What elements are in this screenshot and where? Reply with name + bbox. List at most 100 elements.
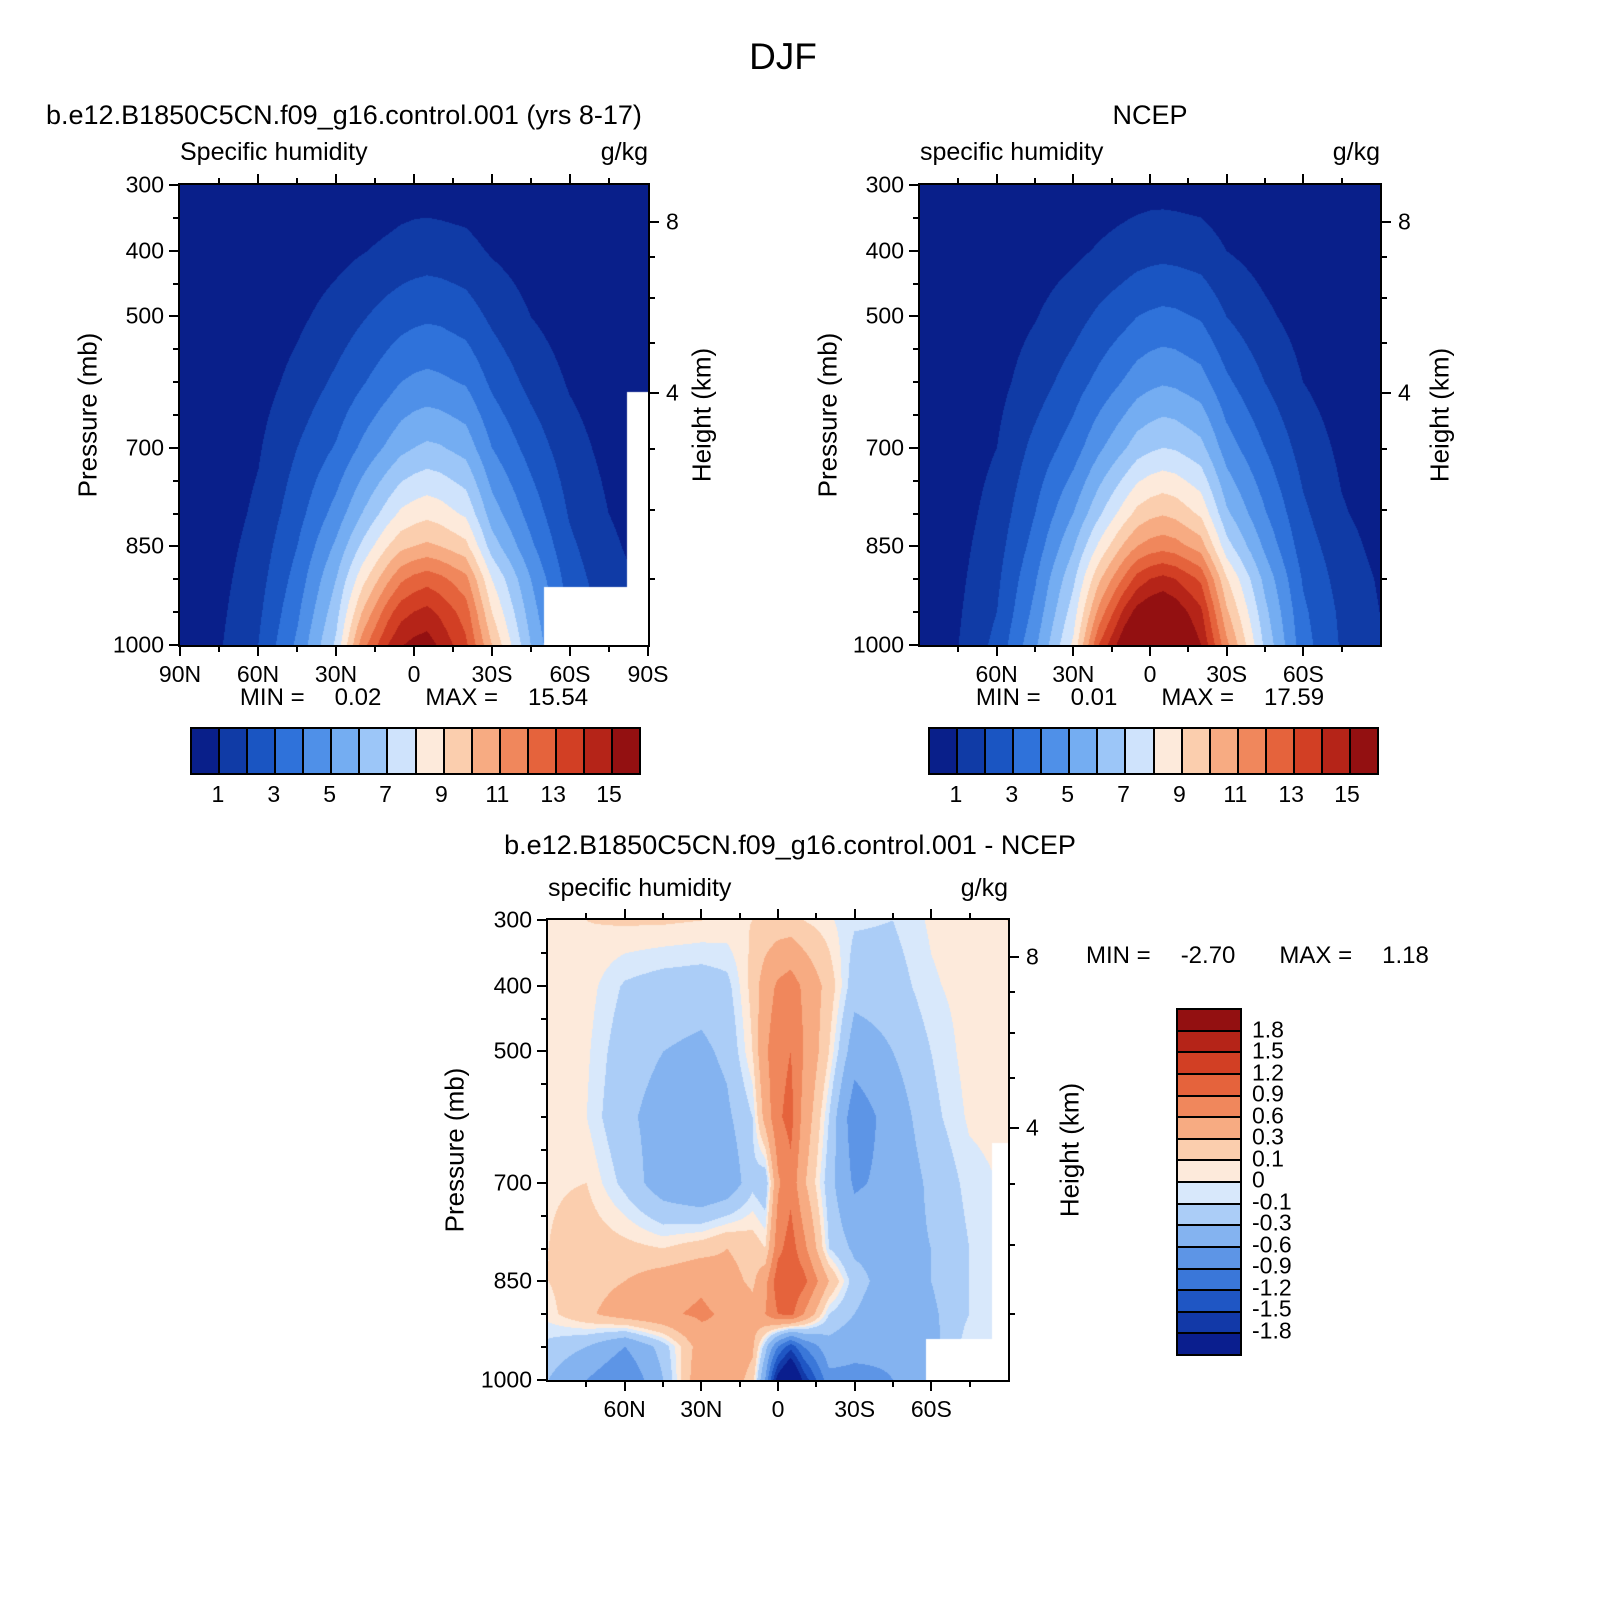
x-minor-tick [957,647,960,652]
top-tick [452,178,454,183]
panel-difference-units-label: g/kg [960,874,1008,902]
height-tick [1010,1126,1019,1129]
panel-ncep-title: NCEP [1112,100,1188,130]
top-tick [995,174,998,183]
min-value: 0.02 [334,684,382,711]
x-tick [413,647,415,656]
figure-title: DJF [749,36,817,77]
height-tick-label: 4 [1026,1114,1039,1141]
y-tick-label: 300 [865,171,904,198]
colorbar-label: -0.3 [1252,1209,1292,1236]
top-tick [413,174,415,183]
height-tick-label: 4 [1398,379,1411,406]
panel-model-title: b.e12.B1850C5CN.f09_g16.control.001 (yrs… [46,100,642,130]
colorbar-label: 3 [1005,781,1019,807]
y-minor-tick [173,348,178,351]
top-tick [257,174,259,183]
y-tick-label: 850 [493,1267,532,1294]
colorbar-label: 1.8 [1252,1016,1284,1042]
y-tick-label: 400 [493,972,532,999]
colorbar-label: 13 [540,781,566,807]
x-tick [995,647,998,656]
y-tick-label: 500 [125,302,164,329]
top-tick [1110,178,1113,183]
colorbar-label: 0.3 [1252,1123,1284,1150]
height-tick [650,256,655,259]
colorbar-cell [1348,729,1377,773]
top-tick [815,913,818,918]
colorbar-cell [192,729,219,773]
y-tick-label: 700 [865,434,904,461]
top-tick [1302,174,1305,183]
colorbar-cell [526,729,555,773]
colorbar-cell [1040,729,1069,773]
y-tick [537,1379,546,1381]
y-tick-label: 1000 [852,631,904,658]
top-tick [892,913,894,918]
colorbar-cell [1178,1310,1240,1333]
colorbar-label: 7 [1117,781,1130,807]
colorbar-cell [1124,729,1153,773]
x-tick-label: 60S [910,1396,952,1422]
x-tick [569,647,571,656]
y-tick-label: 300 [125,171,164,198]
height-tick [1010,1244,1015,1247]
y-tick [169,315,178,318]
colorbar-label: 1.2 [1252,1059,1284,1085]
top-tick [777,909,779,918]
x-tick [930,1382,933,1391]
x-minor-tick [1034,647,1036,652]
top-tick [968,913,971,918]
top-tick [569,174,571,183]
height-tick [1382,341,1387,344]
x-minor-tick [968,1382,971,1387]
colorbar-cell [470,729,499,773]
x-tick-label: 90S [627,661,669,687]
max-value: 1.18 [1382,942,1429,969]
colorbar-label: -1.8 [1252,1317,1292,1343]
x-tick-label: 0 [771,1396,785,1422]
y-minor-tick [913,282,918,285]
y-minor-tick [541,1214,546,1217]
top-tick [1034,178,1036,183]
x-minor-tick [1264,647,1266,652]
y-tick-label: 500 [865,302,904,329]
panel-ncep-field-label: specific humidity [920,138,1104,166]
colorbar-cell [1180,729,1209,773]
colorbar-cell [1236,729,1265,773]
y-minor-tick [541,1247,546,1250]
x-tick-label: 30S [1206,661,1248,687]
colorbar-cell [1178,1289,1240,1311]
colorbar-label: 1.5 [1252,1037,1284,1064]
x-tick-label: 0 [1143,661,1157,687]
colorbar-cell [1178,1159,1240,1181]
colorbar-label: 0.9 [1252,1080,1284,1107]
y-tick [909,184,918,186]
y-tick [537,1280,546,1283]
colorbar-cell [1096,729,1125,773]
colorbar-label: -0.1 [1252,1188,1292,1214]
height-tick [1382,256,1387,259]
y-minor-tick [173,578,178,581]
panel-ncep-units-label: g/kg [1332,138,1380,166]
panel-model-units-label: g/kg [600,138,648,166]
top-tick [1264,178,1266,183]
x-tick-label: 30N [680,1396,723,1422]
colorbar [1176,1008,1242,1356]
min-label: MIN = [1086,942,1151,969]
top-tick [1225,174,1228,183]
y-minor-tick [173,216,178,219]
x-tick [1225,647,1228,656]
min-label: MIN = [975,684,1041,711]
top-tick [335,174,337,183]
y-tick-label: 1000 [480,1366,532,1393]
contour-plot [918,183,1382,647]
colorbar-label: 15 [1334,781,1360,807]
panel-difference-field-label: specific humidity [548,874,732,902]
y-minor-tick [173,282,178,285]
top-tick [930,909,933,918]
max-label: MAX = [1161,684,1235,711]
y-tick-label: 300 [493,906,532,933]
y-minor-tick [913,348,918,351]
y-tick-label: 500 [493,1037,532,1064]
